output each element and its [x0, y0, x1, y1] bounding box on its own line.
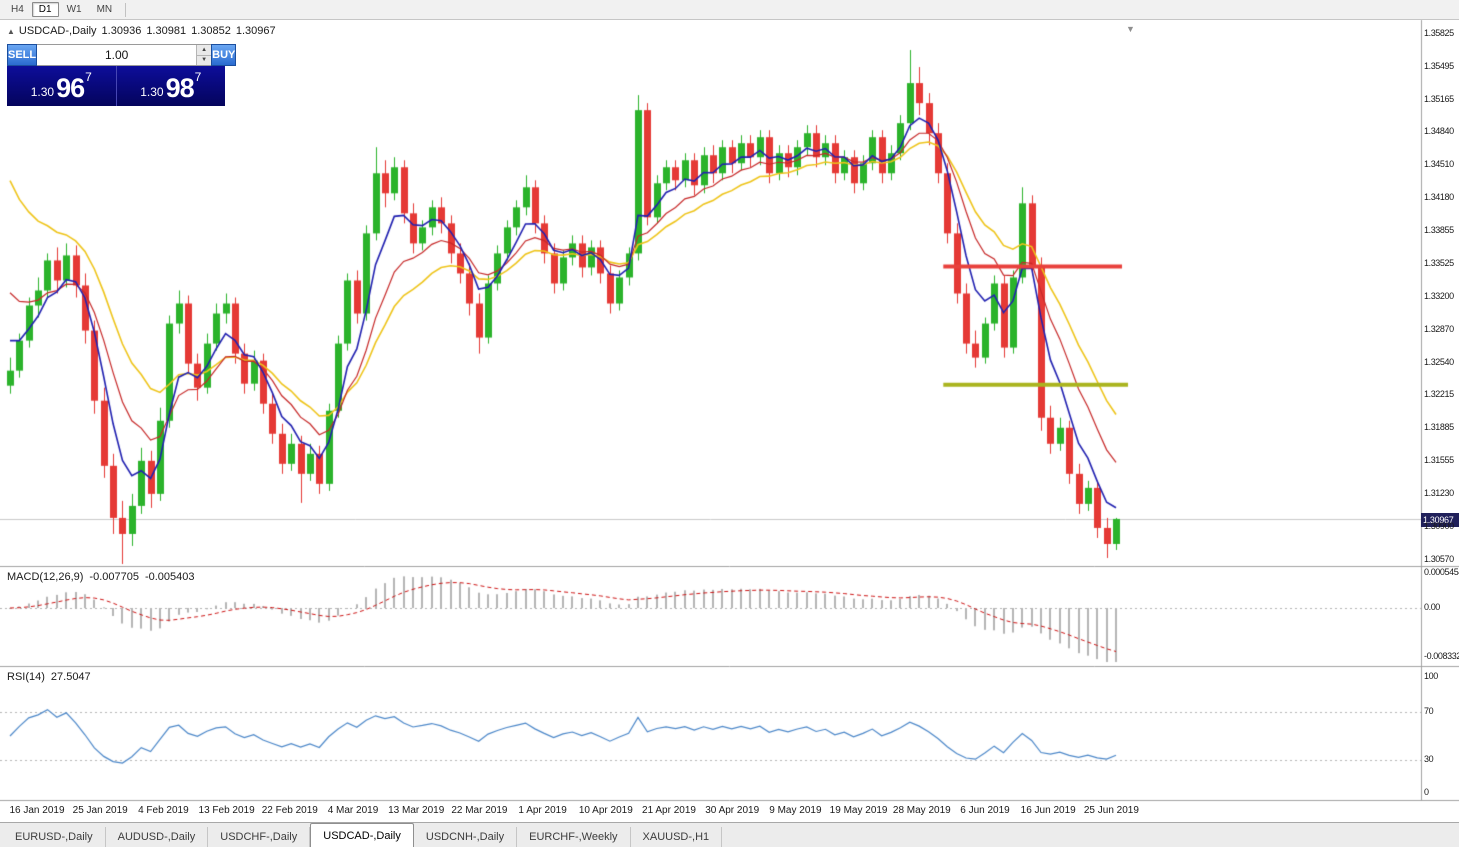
- ohlc-close: 1.30967: [235, 25, 276, 37]
- macd-scale-tick: 0.0005454: [1424, 567, 1459, 577]
- price-scale-tick: 1.30900: [1424, 520, 1454, 531]
- x-axis-date: 13 Feb 2019: [198, 805, 255, 816]
- x-axis-date: 9 May 2019: [769, 805, 822, 816]
- buy-button[interactable]: BUY: [211, 44, 237, 66]
- price-scale-tick: 1.34840: [1424, 126, 1454, 137]
- price-scale-tick: 1.31885: [1424, 422, 1454, 433]
- ohlc-low: 1.30852: [191, 25, 231, 37]
- macd-scale-tick: 0.00: [1424, 602, 1440, 612]
- bid-ask-display: 1.30 96 7 1.30 98 7: [7, 66, 225, 106]
- chart-tab-usdcnh-daily[interactable]: USDCNH-,Daily: [414, 827, 518, 847]
- x-axis-date: 4 Mar 2019: [327, 805, 379, 816]
- price-scale-tick: 1.31555: [1424, 455, 1454, 466]
- x-axis-date: 21 Apr 2019: [642, 805, 696, 816]
- scroll-to-end-icon[interactable]: ▼: [1126, 24, 1135, 34]
- price-scale-tick: 1.34510: [1424, 159, 1454, 170]
- chart-tab-xauusd-h1[interactable]: XAUUSD-,H1: [631, 827, 723, 847]
- macd-title: MACD(12,26,9): [7, 571, 84, 583]
- x-axis-date: 25 Jan 2019: [72, 805, 128, 816]
- macd-value: -0.007705: [89, 571, 139, 583]
- rsi-scale-tick: 100: [1424, 671, 1438, 681]
- price-scale-tick: 1.31230: [1424, 487, 1454, 498]
- price-scale-tick: 1.32215: [1424, 389, 1454, 400]
- price-scale-tick: 1.35165: [1424, 93, 1454, 104]
- price-scale-tick: 1.33855: [1424, 224, 1454, 235]
- price-scale-tick: 1.34180: [1424, 192, 1454, 203]
- collapse-panel-icon[interactable]: ▲: [7, 27, 15, 36]
- x-axis-date: 19 May 2019: [829, 805, 888, 816]
- macd-scale-tick: -0.008332: [1424, 651, 1459, 661]
- price-scale-tick: 1.32540: [1424, 356, 1454, 367]
- ask-base: 1.30: [140, 85, 164, 99]
- volume-increase-button[interactable]: ▲: [197, 45, 212, 56]
- toolbar-separator: [125, 2, 127, 17]
- ohlc-open: 1.30936: [101, 25, 142, 37]
- sell-button[interactable]: SELL: [7, 44, 38, 66]
- ohlc-high: 1.30981: [146, 25, 187, 37]
- x-axis-date: 22 Feb 2019: [261, 805, 318, 816]
- price-scale-tick: 1.33525: [1424, 257, 1454, 268]
- rsi-scale-tick: 0: [1424, 787, 1429, 797]
- current-price-tag: 1.30967: [1421, 513, 1459, 528]
- ask-price: 1.30 98 7: [117, 66, 226, 106]
- bid-base: 1.30: [30, 85, 55, 99]
- x-axis-date: 22 Mar 2019: [451, 805, 508, 816]
- ask-pipette: 7: [194, 70, 202, 84]
- ask-big-digits: 98: [165, 73, 195, 103]
- x-axis-date: 28 May 2019: [892, 805, 951, 816]
- chart-tab-audusd-daily[interactable]: AUDUSD-,Daily: [106, 827, 209, 847]
- chart-tab-eurusd-daily[interactable]: EURUSD-,Daily: [3, 827, 106, 847]
- x-axis-date: 13 Mar 2019: [388, 805, 445, 816]
- price-scale-tick: 1.35825: [1424, 27, 1454, 38]
- macd-indicator-label: MACD(12,26,9) -0.007705 -0.005403: [7, 571, 195, 583]
- price-chart-canvas[interactable]: [0, 0, 1459, 822]
- trade-controls-row: SELL ▲ ▼ BUY: [7, 44, 237, 66]
- x-axis-date: 25 Jun 2019: [1083, 805, 1139, 816]
- bid-price: 1.30 96 7: [7, 66, 117, 106]
- rsi-title: RSI(14): [7, 671, 45, 683]
- macd-signal-value: -0.005403: [144, 571, 195, 583]
- price-scale-tick: 1.32870: [1424, 323, 1454, 334]
- chart-tab-usdchf-daily[interactable]: USDCHF-,Daily: [208, 827, 311, 847]
- volume-decrease-button[interactable]: ▼: [197, 55, 212, 65]
- timeframe-button-h4[interactable]: H4: [11, 4, 24, 15]
- x-axis-date: 4 Feb 2019: [138, 805, 189, 816]
- timeframe-button-d1[interactable]: D1: [31, 2, 59, 17]
- price-scale-tick: 1.33200: [1424, 290, 1454, 301]
- price-scale-tick: 1.30570: [1424, 553, 1454, 564]
- volume-input[interactable]: [37, 45, 197, 65]
- rsi-scale-tick: 30: [1424, 754, 1434, 764]
- bid-pipette: 7: [85, 70, 92, 84]
- one-click-trade-panel: SELL ▲ ▼ BUY 1.30 96 7 1.30 98 7: [7, 44, 237, 106]
- chart-symbol-header: ▲ USDCAD-,Daily 1.30936 1.30981 1.30852 1.309…: [7, 25, 276, 37]
- volume-spinner: ▲ ▼: [196, 45, 212, 65]
- x-axis-date: 16 Jun 2019: [1020, 805, 1076, 816]
- chart-tabs-bar: EURUSD-,Daily AUDUSD-,Daily USDCHF-,Daily U…: [0, 822, 1459, 847]
- x-axis-date: 6 Jun 2019: [960, 805, 1010, 816]
- x-axis-date: 1 Apr 2019: [518, 805, 567, 816]
- chart-tab-eurchf-weekly[interactable]: EURCHF-,Weekly: [517, 827, 631, 847]
- chart-tab-usdcad-daily[interactable]: USDCAD-,Daily: [310, 823, 414, 847]
- bid-big-digits: 96: [56, 73, 85, 103]
- x-axis-date: 16 Jan 2019: [9, 805, 65, 816]
- timeframe-button-mn[interactable]: MN: [96, 4, 113, 15]
- price-scale-tick: 1.35495: [1424, 60, 1454, 71]
- timeframe-toolbar: H4 D1 W1 MN: [0, 0, 1459, 20]
- timeframe-button-w1[interactable]: W1: [66, 4, 82, 15]
- symbol-title: USDCAD-,Daily: [18, 25, 97, 37]
- x-axis-date: 10 Apr 2019: [578, 805, 633, 816]
- rsi-scale-tick: 70: [1424, 706, 1434, 716]
- rsi-value: 27.5047: [50, 671, 91, 683]
- x-axis-date: 30 Apr 2019: [705, 805, 760, 816]
- rsi-indicator-label: RSI(14) 27.5047: [7, 671, 91, 683]
- volume-field: ▲ ▼: [37, 44, 212, 66]
